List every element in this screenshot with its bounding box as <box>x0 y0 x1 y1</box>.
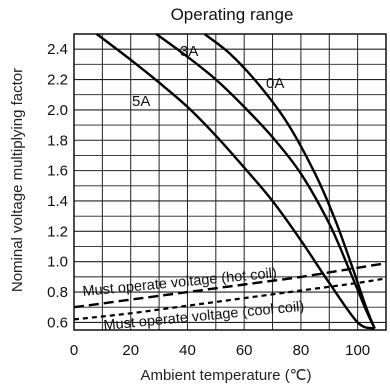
y-axis-label: Nominal voltage multiplying factor <box>9 68 26 292</box>
y-tick-label: 1.8 <box>47 132 68 149</box>
series-line-1 <box>203 33 376 329</box>
y-tick-label: 1.0 <box>47 254 68 271</box>
y-tick-label: 1.6 <box>47 163 68 180</box>
x-axis-label: Ambient temperature (℃) <box>140 367 311 384</box>
plot-frame <box>73 33 387 331</box>
series-lines <box>73 33 387 330</box>
x-tick-label: 20 <box>122 342 139 359</box>
y-tick-label: 1.2 <box>47 223 68 240</box>
curve-label-3a: 3A <box>180 43 198 60</box>
y-tick-label: 1.4 <box>47 193 68 210</box>
x-tick-label: 40 <box>179 342 196 359</box>
y-tick-label: 2.0 <box>47 102 68 119</box>
x-tick-labels: 0 20 40 60 80 100 <box>70 342 370 359</box>
band-label-hot-coil: Must operate voltage (hot coil) <box>82 265 278 300</box>
series-line-3 <box>73 262 387 309</box>
x-tick-label: 0 <box>70 342 78 359</box>
grid <box>73 33 387 331</box>
series-line-0 <box>155 33 376 330</box>
x-tick-label: 60 <box>236 342 253 359</box>
y-tick-label: 0.6 <box>47 314 68 331</box>
y-tick-labels: 0.6 0.8 1.0 1.2 1.4 1.6 1.8 2.0 2.2 2.4 <box>47 41 68 331</box>
series-line-2 <box>95 33 376 330</box>
y-tick-label: 2.2 <box>47 72 68 89</box>
series-line-4 <box>73 277 387 321</box>
chart-title: Operating range <box>171 5 294 24</box>
curve-label-5a: 5A <box>132 93 150 110</box>
x-tick-label: 100 <box>345 342 370 359</box>
y-tick-label: 2.4 <box>47 41 68 58</box>
curve-label-0a: 0A <box>266 75 284 92</box>
x-tick-label: 80 <box>293 342 310 359</box>
y-tick-label: 0.8 <box>47 284 68 301</box>
